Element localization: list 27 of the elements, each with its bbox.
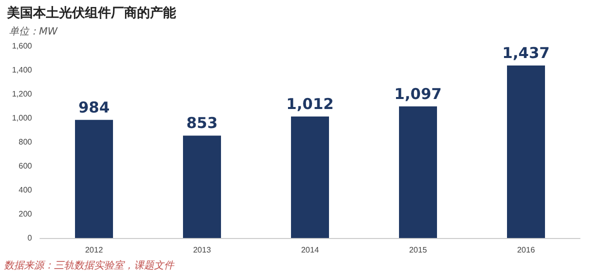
data-label: 1,437: [502, 44, 550, 62]
chart-title: 美国本土光伏组件厂商的产能: [6, 5, 177, 21]
bar: [183, 136, 221, 238]
bar: [399, 106, 437, 238]
bar: [291, 116, 329, 238]
y-tick-label: 1,400: [12, 66, 33, 74]
chart-subtitle: 单位：MW: [9, 26, 59, 38]
x-tick-label: 2016: [517, 246, 536, 254]
y-tick-label: 400: [18, 186, 33, 194]
data-label: 984: [78, 98, 110, 116]
y-tick-label: 1,600: [12, 42, 33, 50]
y-tick-label: 600: [18, 162, 33, 170]
x-tick-label: 2013: [193, 246, 212, 254]
data-label: 1,097: [394, 84, 442, 103]
y-tick-label: 200: [18, 210, 33, 218]
y-tick-label: 1,000: [12, 114, 33, 122]
x-tick-label: 2015: [409, 246, 428, 254]
y-tick-label: 800: [18, 138, 33, 146]
x-tick-label: 2012: [85, 246, 104, 254]
x-tick-label: 2014: [301, 246, 320, 254]
data-label: 853: [186, 114, 218, 132]
bar: [507, 66, 545, 238]
data-label: 1,012: [286, 95, 334, 114]
y-tick-label: 1,200: [12, 90, 33, 98]
bar: [75, 120, 113, 238]
source-note: 数据来源：三轨数据实验室，课题文件: [4, 260, 175, 272]
y-tick-label: 0: [28, 234, 33, 242]
